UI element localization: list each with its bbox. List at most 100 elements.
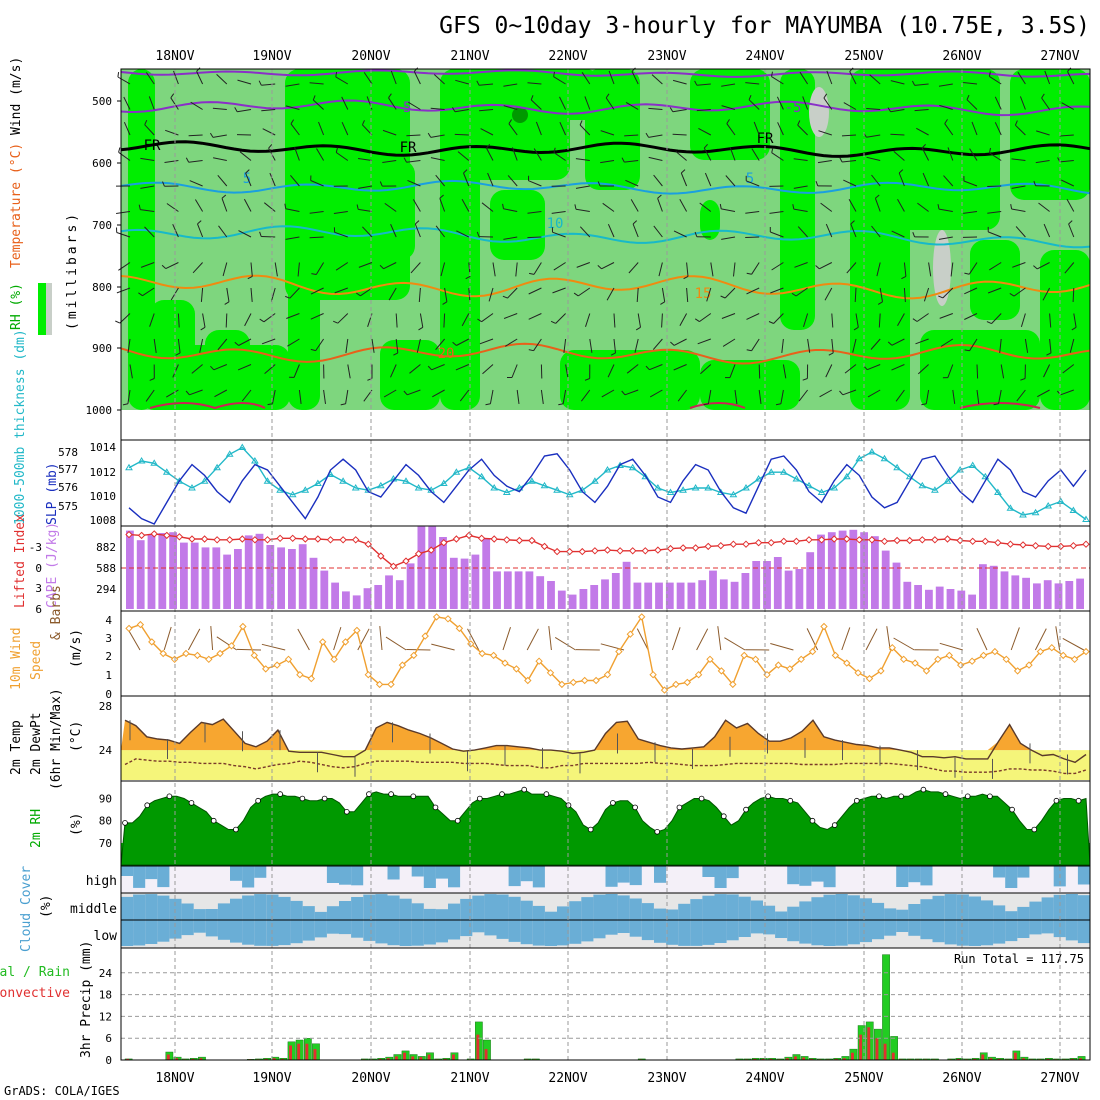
- wind-barb: [430, 134, 445, 138]
- rh2m-point: [1075, 797, 1082, 804]
- cape-bar: [925, 589, 933, 609]
- wind-barb-flag: [403, 390, 408, 396]
- wind-barb: [285, 83, 300, 87]
- wind-barb: [746, 180, 760, 187]
- wind-barb: [489, 389, 494, 404]
- wind-barb-flag: [502, 203, 504, 209]
- wind-barb: [776, 96, 784, 110]
- cloud-middle-bar: [581, 897, 594, 920]
- rh2m-point: [920, 786, 927, 793]
- wind-barb: [589, 338, 593, 353]
- wind-barb: [661, 287, 666, 302]
- bottom-date-label: 24NOV: [745, 1071, 784, 1086]
- wind-barb: [414, 223, 421, 238]
- rh-dark-region: [920, 330, 1040, 410]
- wind-barb: [481, 202, 494, 212]
- wind-barb-flag: [645, 132, 650, 138]
- wind-barb: [826, 70, 833, 85]
- wind-barb: [202, 313, 206, 328]
- wind-barb: [481, 313, 494, 323]
- lifted-index-point: [943, 535, 952, 543]
- cloud-high-bar: [157, 866, 170, 888]
- wind10m-speed-point: [444, 615, 452, 623]
- cape-bar: [374, 585, 383, 609]
- wind-barb: [1011, 185, 1026, 189]
- wind-barb-flag: [877, 301, 883, 305]
- wind-barb: [600, 160, 615, 164]
- precip-conv-bar: [891, 1052, 895, 1060]
- cloud-high-bar: [605, 866, 618, 887]
- precip-conv-bar: [997, 1058, 1001, 1060]
- wind-barb-flag: [247, 275, 253, 280]
- cape-bar: [363, 588, 372, 609]
- wind-barb: [969, 148, 978, 161]
- isotherm-label: -5: [395, 100, 412, 116]
- cloud-middle-bar: [847, 895, 860, 920]
- rh-dark-region: [380, 340, 440, 410]
- wind-barb: [1043, 364, 1051, 378]
- cloud-low-bar: [242, 920, 255, 945]
- cloud-middle-bar: [944, 894, 957, 920]
- wind-barb: [221, 198, 228, 212]
- wind-barb-flag: [898, 169, 904, 174]
- thickness-point: [1069, 506, 1078, 513]
- lifted-index-point: [691, 544, 700, 552]
- wind-barb: [461, 313, 470, 327]
- wind-barb: [1020, 313, 1026, 328]
- wind-barb: [989, 152, 1002, 161]
- cloud-middle-bar: [230, 898, 243, 920]
- wind-barb: [310, 313, 324, 320]
- wind-barb: [807, 338, 811, 353]
- wind-barb: [237, 109, 252, 113]
- cloud-low-bar: [496, 920, 509, 939]
- wind-barb: [527, 82, 542, 85]
- wind-barb-flag: [748, 95, 752, 100]
- wind-barb: [261, 83, 276, 86]
- wind-barb: [780, 389, 784, 404]
- thickness-point: [314, 479, 322, 486]
- wind-barb: [915, 338, 929, 345]
- wind-barb: [699, 313, 712, 323]
- wind-barb: [1059, 160, 1074, 163]
- cape-bar: [288, 549, 296, 609]
- thickness-point: [200, 477, 209, 484]
- wind-barb: [345, 338, 349, 353]
- pressure-tick-label: 600: [92, 157, 112, 170]
- wind-barb-flag: [403, 157, 407, 163]
- cloud-high-bar: [351, 866, 364, 886]
- wind-barb: [602, 202, 615, 212]
- wind-barb: [177, 313, 180, 328]
- wind10m-barb: [671, 627, 681, 651]
- wind-barb: [237, 79, 252, 85]
- thickness-point: [137, 457, 146, 464]
- wind-barb: [177, 338, 181, 353]
- wind-barb: [345, 389, 349, 404]
- wind-barb: [270, 287, 276, 302]
- lifted-index-point: [1069, 541, 1078, 550]
- wind-barb: [294, 147, 300, 161]
- precip-conv-bar: [264, 1058, 268, 1060]
- lifted-index-point: [1082, 540, 1090, 548]
- wind-barb: [798, 389, 808, 402]
- wind-barb: [310, 287, 324, 295]
- wind-barbs: [115, 67, 1077, 406]
- wind-barb: [503, 313, 518, 319]
- lifted-index-point: [742, 540, 750, 548]
- wind-barb: [1043, 223, 1051, 238]
- wind-barb: [553, 76, 566, 85]
- wind-barb: [781, 338, 784, 353]
- thickness-point: [1056, 497, 1065, 504]
- wind-barb: [140, 157, 155, 161]
- wind-barb: [440, 262, 446, 277]
- wind10m-barb: [526, 628, 539, 651]
- wind-barb: [584, 96, 591, 110]
- top-date-label: 25NOV: [844, 49, 883, 64]
- wind10m-speed-point: [1036, 647, 1045, 656]
- wind-barb: [914, 83, 929, 86]
- wind-barb: [383, 262, 397, 270]
- cape-bar: [719, 579, 728, 609]
- wind-barb: [722, 338, 736, 347]
- wind-barb: [897, 313, 905, 326]
- wind-barb-flag: [340, 403, 346, 406]
- cloud-middle-bar: [145, 894, 158, 920]
